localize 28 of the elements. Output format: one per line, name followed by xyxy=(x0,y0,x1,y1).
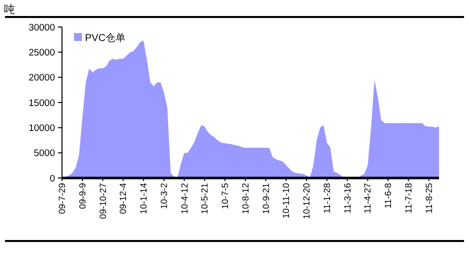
x-tick-label: 11-8-25 xyxy=(424,183,434,214)
x-tick-label: 10-3-2 xyxy=(158,183,169,210)
x-tick-label: 11-7-18 xyxy=(403,183,414,214)
y-tick-label: 20000 xyxy=(28,72,55,84)
legend-label: PVC仓单 xyxy=(85,32,126,44)
x-tick-label: 09-10-27 xyxy=(98,183,108,220)
x-tick-label: 10-4-12 xyxy=(179,183,190,214)
x-tick-label: 09-12-4 xyxy=(118,183,128,214)
x-tick-label: 10-7-5 xyxy=(220,183,230,210)
x-tick-label: 09-7-29 xyxy=(57,183,67,214)
y-tick-label: 30000 xyxy=(28,22,55,34)
x-tick-label: 09-9-9 xyxy=(77,183,88,210)
x-tick-label: 10-11-10 xyxy=(281,183,292,218)
y-tick-label: 10000 xyxy=(28,122,55,134)
x-tick-label: 10-9-21 xyxy=(260,183,271,214)
x-tick-label: 10-12-20 xyxy=(302,183,312,220)
x-tick-label: 10-1-14 xyxy=(138,183,149,214)
x-tick-label: 10-8-12 xyxy=(240,183,250,214)
y-tick-label: 15000 xyxy=(28,98,55,109)
x-tick-label: 11-1-28 xyxy=(322,183,332,214)
y-axis-title: 吨 xyxy=(4,3,15,16)
x-tick-label: 10-5-21 xyxy=(200,183,210,214)
y-tick-label: 25000 xyxy=(28,47,55,58)
x-tick-label: 11-4-27 xyxy=(362,183,373,214)
y-tick-label: 5000 xyxy=(34,148,55,160)
x-tick-label: 11-6-8 xyxy=(383,183,394,208)
x-tick-label: 11-3-16 xyxy=(342,183,352,214)
y-tick-label: 0 xyxy=(50,173,55,184)
